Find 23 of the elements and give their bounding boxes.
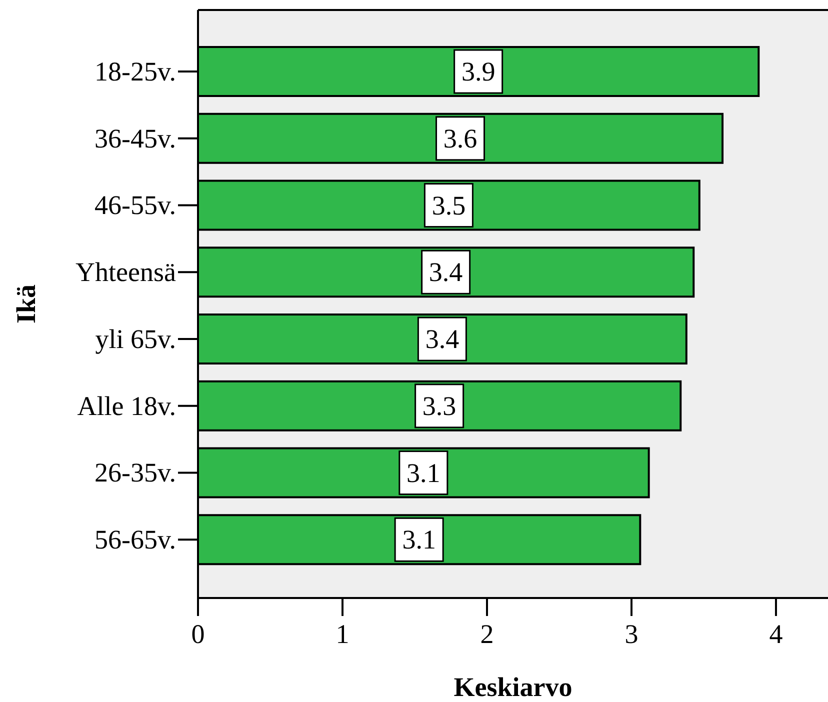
x-tick-label: 0 bbox=[191, 619, 205, 649]
y-tick-label: 46-55v. bbox=[94, 190, 176, 220]
data-label: 3.6 bbox=[443, 123, 478, 154]
y-tick-label: 56-65v. bbox=[94, 524, 176, 555]
data-label: 3.1 bbox=[406, 458, 440, 488]
x-tick-label: 2 bbox=[480, 619, 494, 649]
x-tick-label: 3 bbox=[624, 619, 638, 649]
data-label: 3.9 bbox=[461, 56, 496, 87]
data-label: 3.5 bbox=[432, 190, 466, 220]
y-tick-label: 26-35v. bbox=[94, 458, 176, 488]
x-tick-label: 1 bbox=[336, 619, 350, 649]
y-tick-label: Alle 18v. bbox=[77, 390, 176, 421]
data-label: 3.1 bbox=[402, 524, 436, 555]
y-tick-label: 18-25v. bbox=[94, 56, 176, 86]
x-tick-label: 4 bbox=[769, 619, 784, 649]
y-tick-label: Yhteensä bbox=[76, 257, 176, 288]
data-label: 3.4 bbox=[428, 257, 464, 288]
y-tick-label: yli 65v. bbox=[95, 324, 176, 354]
data-label: 3.4 bbox=[425, 324, 460, 354]
data-label: 3.3 bbox=[422, 390, 456, 421]
x-axis-title: Keskiarvo bbox=[454, 672, 572, 702]
y-tick-label: 36-45v. bbox=[94, 123, 176, 154]
y-axis-title: Ikä bbox=[11, 284, 41, 324]
